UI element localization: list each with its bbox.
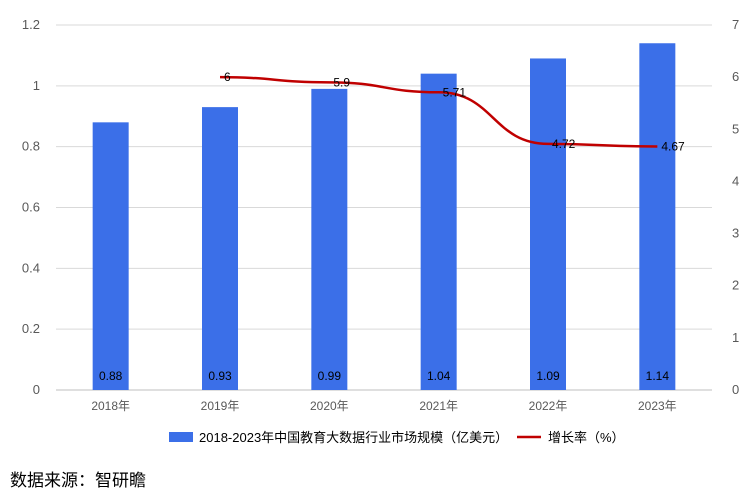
legend-bar-swatch — [169, 432, 193, 442]
bars: 0.88 0.93 0.99 1.04 1.09 1.14 — [92, 43, 676, 391]
x-tick-label: 2023年 — [638, 399, 677, 413]
bar-data-label: 0.93 — [208, 369, 232, 383]
right-y-tick-label: 6 — [732, 69, 739, 84]
bar-data-label: 0.99 — [318, 369, 342, 383]
bar — [311, 88, 348, 390]
right-y-tick-label: 3 — [732, 226, 739, 241]
bar — [420, 73, 457, 391]
left-y-tick-label: 0.2 — [22, 321, 40, 336]
bar-data-label: 1.04 — [427, 369, 451, 383]
x-tick-label: 2019年 — [201, 399, 240, 413]
bar-data-label: 0.88 — [99, 369, 123, 383]
right-y-tick-label: 5 — [732, 121, 739, 136]
legend-bar-label: 2018-2023年中国教育大数据行业市场规模（亿美元） — [199, 430, 508, 445]
bar — [92, 122, 129, 390]
bar-data-label: 1.09 — [536, 369, 560, 383]
left-y-tick-label: 0.4 — [22, 260, 40, 275]
line-data-label: 5.71 — [443, 85, 467, 99]
x-tick-label: 2020年 — [310, 399, 349, 413]
bar — [639, 43, 676, 390]
right-y-tick-label: 1 — [732, 330, 739, 345]
line-data-label: 4.67 — [661, 139, 685, 153]
legend-line-label: 增长率（%） — [548, 430, 625, 445]
left-y-tick-label: 0.8 — [22, 139, 40, 154]
left-y-tick-label: 1 — [33, 78, 40, 93]
left-y-tick-label: 1.2 — [22, 17, 40, 32]
right-y-tick-label: 7 — [732, 17, 739, 32]
line-data-label: 4.72 — [552, 137, 576, 151]
growth-line-layer: 6 5.9 5.71 4.72 4.67 — [219, 70, 685, 153]
left-y-tick-label: 0 — [33, 382, 40, 397]
x-tick-label: 2018年 — [91, 399, 130, 413]
growth-rate-line — [219, 75, 658, 148]
x-tick-label: 2021年 — [419, 399, 458, 413]
legend: 2018-2023年中国教育大数据行业市场规模（亿美元） 增长率（%） — [169, 430, 625, 445]
x-axis: 2018年 2019年 2020年 2021年 2022年 2023年 — [91, 399, 676, 413]
right-y-axis: 0 1 2 3 4 5 6 7 — [732, 17, 739, 397]
left-y-tick-label: 0.6 — [22, 200, 40, 215]
right-y-tick-label: 4 — [732, 173, 739, 188]
gridlines — [56, 24, 712, 391]
source-note: 数据来源：智研瞻 — [10, 471, 146, 490]
right-y-tick-label: 2 — [732, 278, 739, 293]
left-y-axis: 0 0.2 0.4 0.6 0.8 1 1.2 — [22, 17, 40, 397]
bar-data-label: 1.14 — [646, 369, 670, 383]
right-y-tick-label: 0 — [732, 382, 739, 397]
bar — [202, 107, 238, 390]
bar — [530, 58, 566, 390]
x-tick-label: 2022年 — [529, 399, 568, 413]
line-data-label: 6 — [224, 70, 231, 84]
line-data-label: 5.9 — [333, 75, 350, 89]
